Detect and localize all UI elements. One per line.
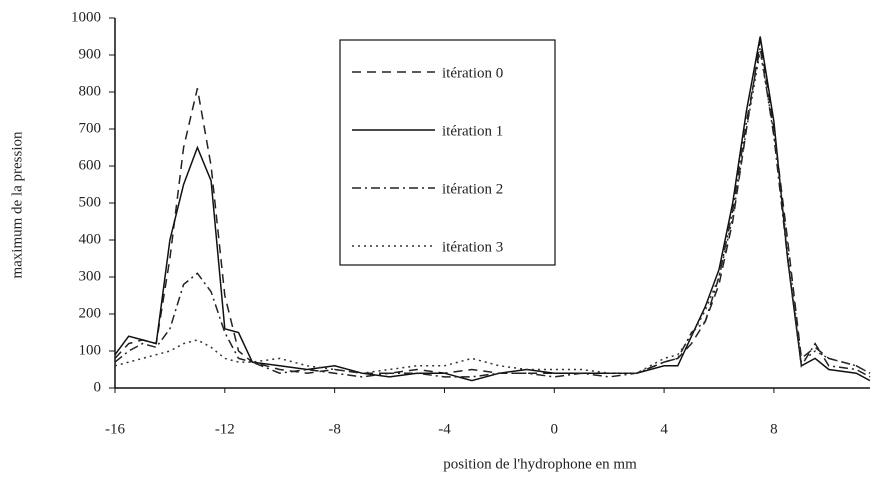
y-tick-label: 100 xyxy=(79,342,102,358)
x-tick-label: -12 xyxy=(215,421,235,437)
x-tick-label: -8 xyxy=(328,421,341,437)
x-tick-label: 4 xyxy=(660,421,668,437)
series-line xyxy=(114,47,871,378)
x-axis-label: position de l'hydrophone en mm xyxy=(443,456,637,472)
y-tick-label: 300 xyxy=(79,268,102,284)
y-tick-label: 400 xyxy=(79,231,102,247)
legend-box xyxy=(339,39,556,266)
series-line xyxy=(114,40,871,374)
legend-label: itération 2 xyxy=(442,181,503,197)
y-axis-label: maximum de la pression xyxy=(9,131,25,279)
legend-label: itération 3 xyxy=(442,239,503,255)
y-tick-label: 900 xyxy=(79,46,102,62)
x-tick-label: 8 xyxy=(770,421,778,437)
y-tick-label: 700 xyxy=(79,120,102,136)
y-tick-label: 200 xyxy=(79,305,102,321)
y-tick-label: 600 xyxy=(79,157,102,173)
y-tick-label: 1000 xyxy=(71,9,101,25)
y-tick-label: 0 xyxy=(94,379,102,395)
x-tick-label: -16 xyxy=(105,421,125,437)
y-tick-label: 800 xyxy=(79,83,102,99)
series-line xyxy=(114,36,871,382)
legend-label: itération 0 xyxy=(442,65,503,81)
legend-label: itération 1 xyxy=(442,123,503,139)
x-tick-label: -4 xyxy=(438,421,451,437)
x-tick-label: 0 xyxy=(551,421,559,437)
y-tick-label: 500 xyxy=(79,194,102,210)
